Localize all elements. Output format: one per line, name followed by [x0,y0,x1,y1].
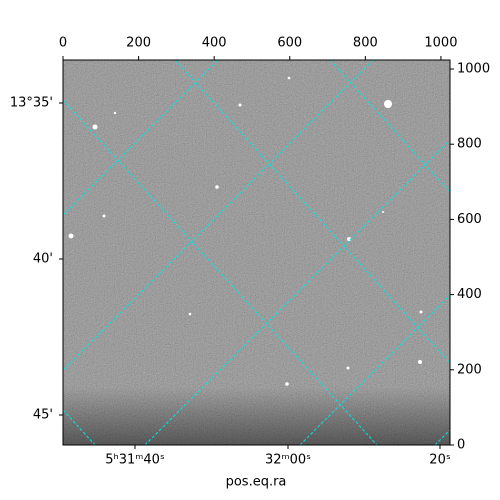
x-tick-label: 800 [353,36,378,51]
x-axis-label: pos.eq.ra [226,475,287,490]
ra-tick-label: 32ᵐ00ˢ [265,453,311,468]
y-tick-label: 600 [457,212,482,227]
y-tick-label: 400 [457,287,482,302]
world-grid [63,60,450,445]
frame [62,59,451,446]
x-tick-label: 0 [59,36,67,51]
dec-tick-label: 40' [33,252,53,267]
x-tick-label: 200 [126,36,151,51]
x-tick-label: 400 [202,36,227,51]
dec-tick-label: 45' [33,408,53,423]
y-tick-label: 1000 [457,62,490,77]
ra-tick-label: 20ˢ [429,453,451,468]
y-tick-label: 200 [457,362,482,377]
dec-tick-label: 13°35' [10,96,53,111]
y-tick-label: 0 [457,438,465,453]
x-tick-label: 1000 [424,36,457,51]
image [63,60,450,445]
x-tick-label: 600 [277,36,302,51]
y-tick-label: 800 [457,137,482,152]
ra-tick-label: 5ʰ31ᵐ40ˢ [105,453,165,468]
